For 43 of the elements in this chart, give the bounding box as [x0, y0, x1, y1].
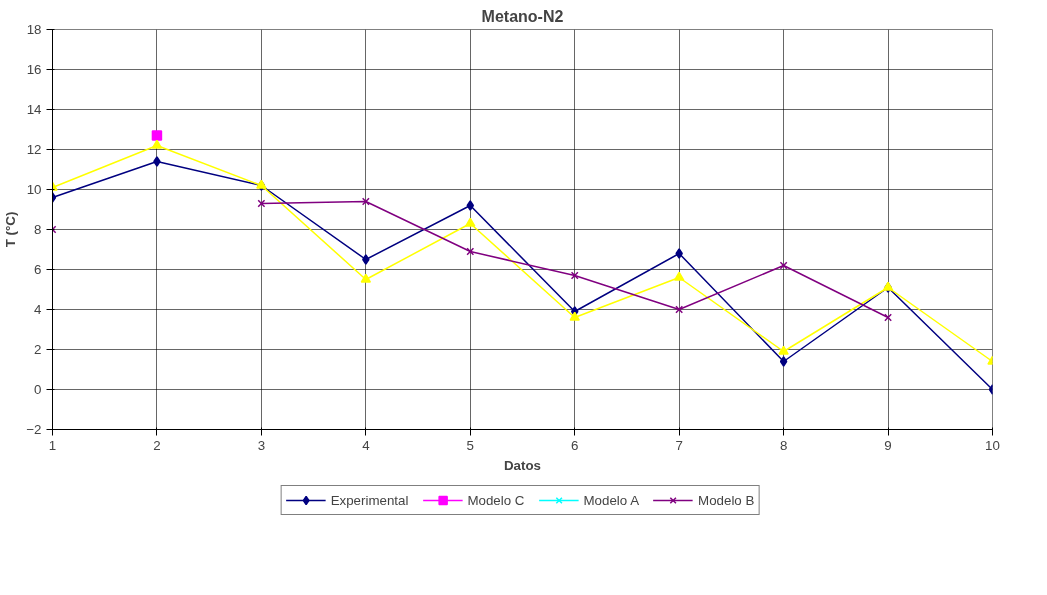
point	[466, 200, 475, 211]
legend-label: Modelo C	[467, 492, 525, 508]
x-tick-label: 6	[571, 437, 579, 453]
point	[151, 139, 163, 149]
x-tick-label: 3	[257, 437, 266, 453]
y-tick-label: 2	[34, 342, 42, 357]
point	[465, 217, 476, 227]
x-tick-label: 9	[884, 437, 892, 453]
y-axis-title: T (°C)	[3, 211, 19, 248]
point	[361, 197, 370, 206]
point	[466, 247, 475, 256]
point	[257, 199, 266, 208]
y-tick-label: 4	[34, 302, 43, 317]
x-axis-title: Datos	[503, 457, 542, 473]
x-tick-label: 7	[675, 437, 683, 453]
point	[779, 356, 788, 367]
y-tick-label: 8	[34, 222, 42, 237]
y-tick-label: 14	[26, 102, 43, 117]
point	[362, 254, 370, 265]
legend-label: Modelo B	[698, 492, 755, 508]
point	[151, 130, 163, 141]
y-tick-label: 6	[34, 262, 42, 277]
legend-label: Experimental	[330, 492, 409, 508]
y-tick-label: 10	[26, 182, 42, 197]
x-tick-label: 5	[466, 437, 474, 453]
point	[153, 156, 161, 167]
y-tick-label: 18	[26, 22, 42, 37]
x-tick-label: 1	[48, 437, 57, 453]
y-tick-label: 12	[26, 142, 42, 157]
point	[673, 271, 685, 281]
x-tick-label: 8	[779, 437, 788, 453]
point	[675, 248, 683, 259]
y-tick-label: −2	[26, 422, 42, 437]
point	[778, 345, 789, 355]
x-tick-label: 2	[153, 437, 161, 453]
point	[569, 311, 580, 321]
x-tick-label: 10	[985, 437, 1000, 453]
point	[360, 273, 372, 283]
legend-label: Modelo A	[583, 492, 640, 508]
y-tick-label: 16	[26, 62, 42, 77]
chart-title: Metano-N2	[481, 7, 564, 25]
y-tick-label: 0	[34, 382, 42, 397]
x-tick-label: 4	[362, 437, 371, 453]
